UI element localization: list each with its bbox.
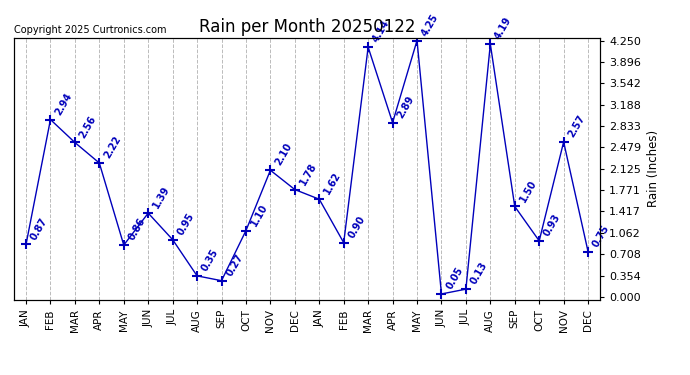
Text: 1.39: 1.39 bbox=[151, 184, 172, 210]
Text: 0.95: 0.95 bbox=[175, 211, 196, 237]
Text: 1.50: 1.50 bbox=[518, 178, 538, 204]
Text: 4.25: 4.25 bbox=[420, 12, 440, 38]
Text: 0.90: 0.90 bbox=[346, 214, 367, 240]
Text: 0.87: 0.87 bbox=[29, 216, 50, 242]
Text: 0.86: 0.86 bbox=[126, 216, 147, 242]
Text: 4.14: 4.14 bbox=[371, 19, 392, 44]
Text: 1.78: 1.78 bbox=[297, 161, 318, 187]
Text: 4.19: 4.19 bbox=[493, 16, 514, 41]
Text: 1.62: 1.62 bbox=[322, 171, 343, 196]
Y-axis label: Rain (Inches): Rain (Inches) bbox=[647, 130, 660, 207]
Title: Rain per Month 20250122: Rain per Month 20250122 bbox=[199, 18, 415, 36]
Text: 0.75: 0.75 bbox=[591, 223, 611, 249]
Text: 2.10: 2.10 bbox=[273, 142, 294, 168]
Text: 2.94: 2.94 bbox=[53, 91, 74, 117]
Text: 2.89: 2.89 bbox=[395, 94, 416, 120]
Text: 2.22: 2.22 bbox=[102, 135, 123, 160]
Text: 0.13: 0.13 bbox=[469, 261, 489, 286]
Text: 0.35: 0.35 bbox=[200, 247, 221, 273]
Text: 0.05: 0.05 bbox=[444, 266, 465, 291]
Text: 2.56: 2.56 bbox=[78, 114, 99, 140]
Text: Copyright 2025 Curtronics.com: Copyright 2025 Curtronics.com bbox=[14, 25, 166, 35]
Text: 1.10: 1.10 bbox=[248, 202, 269, 228]
Text: 0.27: 0.27 bbox=[224, 252, 245, 278]
Text: 0.93: 0.93 bbox=[542, 212, 562, 238]
Text: 2.57: 2.57 bbox=[566, 113, 587, 139]
